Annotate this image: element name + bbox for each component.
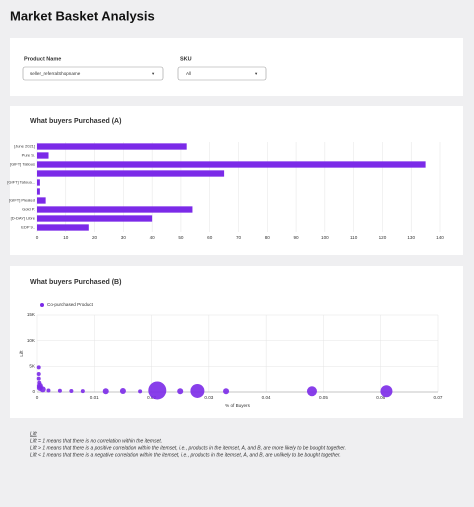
x-tick-label: 30 bbox=[121, 235, 127, 240]
y-tick-label: 15K bbox=[27, 312, 36, 317]
point bbox=[119, 387, 126, 394]
note: Lift < 1 means that there is a negative … bbox=[30, 452, 341, 458]
chart-title: What buyers Purchased (B) bbox=[30, 279, 121, 286]
y-tick-label: [GIFT] Tatious bbox=[10, 162, 35, 167]
x-tick-label: 20 bbox=[92, 235, 98, 240]
y-tick-label: [June 2021] bbox=[14, 144, 35, 149]
x-tick-label: 0.01 bbox=[90, 395, 99, 400]
x-tick-label: 140 bbox=[436, 235, 444, 240]
x-tick-label: 100 bbox=[321, 235, 329, 240]
y-tick-label: 0 bbox=[32, 389, 35, 394]
y-tick-label: Gold P. bbox=[22, 207, 35, 212]
bar bbox=[37, 197, 46, 204]
filter-label: SKU bbox=[180, 56, 192, 62]
x-tick-label: 10 bbox=[63, 235, 69, 240]
x-tick-label: 90 bbox=[294, 235, 300, 240]
legend-marker bbox=[40, 303, 44, 307]
point bbox=[69, 388, 74, 393]
x-tick-label: 0.07 bbox=[434, 395, 443, 400]
point bbox=[80, 389, 85, 394]
x-tick-label: 70 bbox=[236, 235, 242, 240]
y-tick-label: [GIFT] Pleated bbox=[9, 198, 35, 203]
y-tick-label: [GIFT] Tatoua... bbox=[7, 180, 35, 185]
point bbox=[190, 383, 205, 398]
x-tick-label: 80 bbox=[265, 235, 271, 240]
x-tick-label: 0 bbox=[36, 395, 39, 400]
card-b bbox=[10, 266, 463, 418]
note: Lift = 1 means that there is no correlat… bbox=[30, 438, 162, 444]
chart-title: What buyers Purchased (A) bbox=[30, 118, 121, 125]
y-tick-label: 5K bbox=[29, 364, 36, 369]
x-tick-label: 130 bbox=[407, 235, 415, 240]
point bbox=[306, 386, 317, 397]
card-a bbox=[10, 106, 463, 255]
point bbox=[102, 388, 109, 395]
bar bbox=[37, 143, 187, 150]
bar bbox=[37, 224, 89, 231]
point bbox=[380, 385, 393, 398]
product-select[interactable] bbox=[22, 66, 164, 81]
x-tick-label: 0.02 bbox=[147, 395, 156, 400]
note: Lift bbox=[30, 431, 37, 437]
caret: ▾ bbox=[255, 71, 258, 76]
x-tick-label: 120 bbox=[379, 235, 387, 240]
bar bbox=[37, 161, 426, 168]
bar bbox=[37, 188, 40, 195]
note: Lift > 1 means that there is a positive … bbox=[30, 445, 346, 451]
x-tick-label: 0.04 bbox=[262, 395, 271, 400]
bar bbox=[37, 170, 225, 177]
x-tick-label: 0.06 bbox=[376, 395, 385, 400]
point bbox=[138, 389, 143, 394]
x-tick-label: 60 bbox=[207, 235, 213, 240]
x-tick-label: 50 bbox=[178, 235, 184, 240]
point bbox=[36, 372, 41, 377]
point bbox=[36, 376, 41, 381]
y-tick-label: [D-DAY] Libre bbox=[11, 216, 36, 221]
select-value: All bbox=[186, 71, 191, 76]
y-axis-label: Lift bbox=[19, 350, 24, 357]
y-tick-label: 10K bbox=[27, 338, 36, 343]
point bbox=[148, 381, 167, 400]
filter-label: Product Name bbox=[24, 56, 61, 62]
select-value: seller_referralShopname bbox=[30, 71, 81, 76]
point bbox=[177, 388, 184, 395]
bar bbox=[37, 215, 153, 222]
point bbox=[39, 386, 46, 393]
bar bbox=[37, 152, 49, 159]
sku-select[interactable] bbox=[177, 66, 267, 81]
x-tick-label: 0.05 bbox=[319, 395, 328, 400]
y-tick-label: EDP 9.. bbox=[21, 225, 35, 230]
x-tick-label: 40 bbox=[150, 235, 156, 240]
x-tick-label: 110 bbox=[350, 235, 358, 240]
x-axis-label: % of Buyers bbox=[225, 403, 250, 408]
bar bbox=[37, 179, 40, 186]
y-tick-label: Pure S. bbox=[22, 153, 35, 158]
point bbox=[57, 388, 62, 393]
bar bbox=[37, 206, 193, 213]
point bbox=[46, 388, 51, 393]
legend-label: Co-purchased Product bbox=[47, 302, 94, 307]
page-title: Market Basket Analysis bbox=[10, 8, 155, 23]
x-tick-label: 0.03 bbox=[204, 395, 213, 400]
point bbox=[36, 365, 41, 370]
caret: ▾ bbox=[152, 71, 155, 76]
point bbox=[223, 388, 230, 395]
x-tick-label: 0 bbox=[36, 235, 39, 240]
